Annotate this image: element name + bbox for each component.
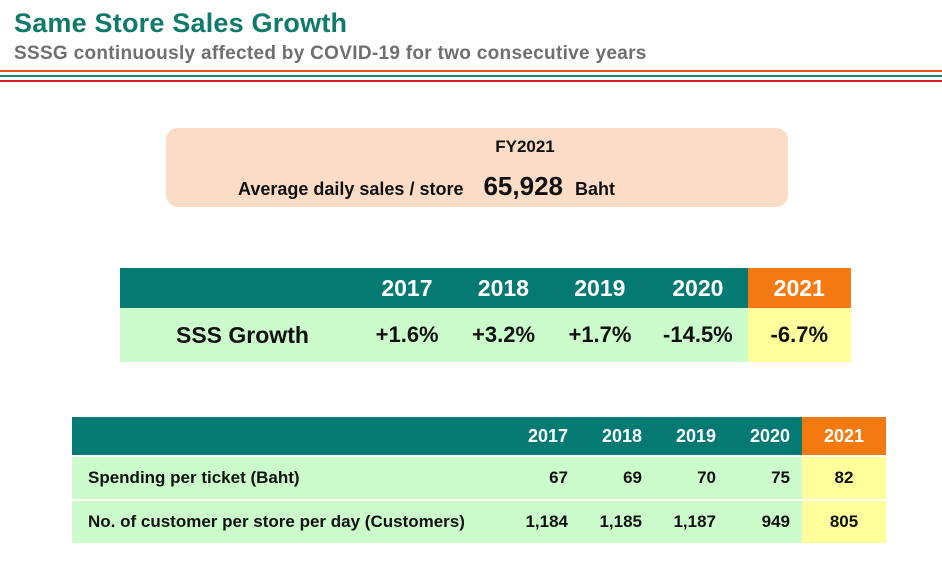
- ticket-header-row: 2017 2018 2019 2020 2021: [72, 417, 886, 455]
- table-cell: 1,185: [580, 501, 654, 543]
- table-cell: 75: [728, 457, 802, 499]
- summary-box: FY2021 Average daily sales / store 65,92…: [166, 128, 788, 207]
- sss-value: -14.5%: [648, 308, 748, 362]
- ticket-customer-table: 2017 2018 2019 2020 2021 Spending per ti…: [72, 417, 886, 543]
- divider-green: [0, 75, 942, 77]
- divider-orange: [0, 70, 942, 72]
- table-cell: 70: [654, 457, 728, 499]
- table-row: Spending per ticket (Baht) 67 69 70 75 8…: [72, 457, 886, 499]
- page-title: Same Store Sales Growth: [14, 8, 348, 38]
- row-label: No. of customer per store per day (Custo…: [72, 501, 506, 543]
- summary-line: Average daily sales / store 65,928 Baht: [238, 171, 615, 202]
- ticket-year-header: 2018: [580, 417, 654, 455]
- ticket-year-header: 2020: [728, 417, 802, 455]
- table-row: No. of customer per store per day (Custo…: [72, 501, 886, 543]
- table-cell: 1,184: [506, 501, 580, 543]
- ticket-year-header: 2019: [654, 417, 728, 455]
- sss-value-current: -6.7%: [747, 308, 851, 362]
- sss-growth-table: 2017 2018 2019 2020 2021 SSS Growth +1.6…: [120, 268, 851, 362]
- row-label: Spending per ticket (Baht): [72, 457, 506, 499]
- summary-value: 65,928: [483, 171, 563, 201]
- sss-value: +1.7%: [551, 308, 649, 362]
- sss-row-label: SSS Growth: [120, 308, 359, 362]
- ticket-header-label-cell: [72, 417, 506, 455]
- sss-value: +1.6%: [358, 308, 456, 362]
- sss-value: +3.2%: [455, 308, 552, 362]
- table-cell: 949: [728, 501, 802, 543]
- summary-label: Average daily sales / store: [238, 179, 464, 199]
- table-cell: 1,187: [654, 501, 728, 543]
- sss-header-row: 2017 2018 2019 2020 2021: [120, 268, 851, 308]
- table-cell-current: 82: [802, 457, 886, 499]
- sss-growth-row: SSS Growth +1.6% +3.2% +1.7% -14.5% -6.7…: [120, 308, 851, 362]
- summary-fiscal-year: FY2021: [495, 137, 555, 156]
- sss-year-header: 2017: [358, 268, 456, 308]
- sss-year-header-current: 2021: [747, 268, 851, 308]
- table-cell: 67: [506, 457, 580, 499]
- sss-header-label-cell: [120, 268, 359, 308]
- sss-year-header: 2018: [455, 268, 552, 308]
- ticket-year-header-current: 2021: [802, 417, 886, 455]
- summary-unit: Baht: [575, 179, 615, 199]
- sss-year-header: 2020: [648, 268, 748, 308]
- page-subtitle: SSSG continuously affected by COVID-19 f…: [14, 43, 647, 64]
- ticket-year-header: 2017: [506, 417, 580, 455]
- divider-red: [0, 80, 942, 82]
- table-cell-current: 805: [802, 501, 886, 543]
- sss-year-header: 2019: [551, 268, 649, 308]
- table-cell: 69: [580, 457, 654, 499]
